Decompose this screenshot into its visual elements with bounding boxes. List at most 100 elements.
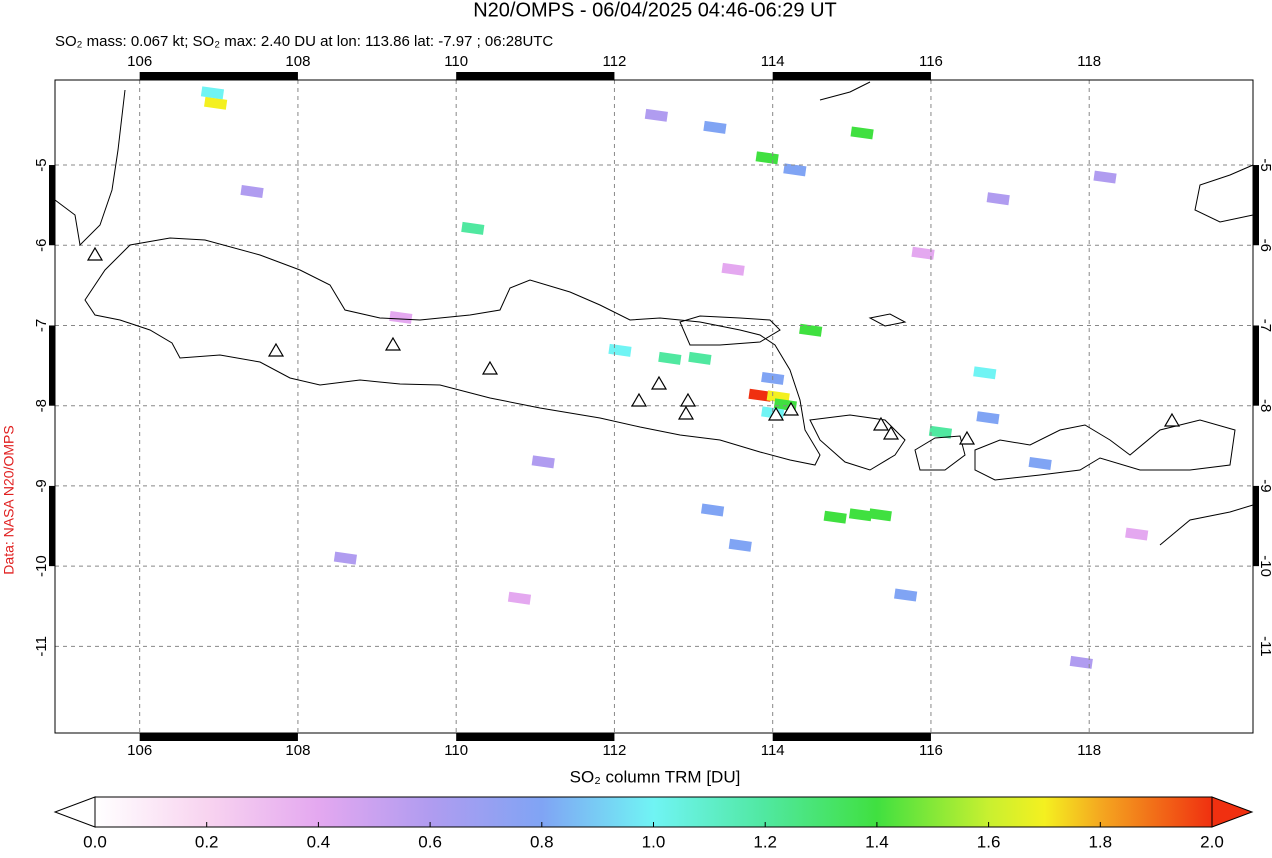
- volcano: [782, 401, 800, 416]
- volcano: [86, 246, 104, 261]
- coastline: [679, 315, 781, 346]
- so2-pixel: [848, 508, 873, 522]
- colorbar-tick-label: 1.6: [977, 832, 1001, 851]
- x-tick-label: 110: [444, 742, 468, 759]
- x-tick-label: 108: [285, 53, 310, 70]
- frame-segment: [139, 72, 298, 80]
- so2-pixel: [1093, 170, 1117, 184]
- volcano: [384, 336, 402, 351]
- colorbar-tick-label: 2.0: [1200, 832, 1224, 851]
- colorbar-extend-low: [53, 796, 96, 828]
- volcanoes: [86, 246, 1181, 445]
- y-tick-label: -10: [1257, 555, 1272, 577]
- colorbar: 0.0 0.2 0.4 0.6 0.8 1.0 1.2 1.4 1.6 1.8 2.0: [53, 796, 1254, 851]
- volcano: [677, 405, 695, 420]
- title: N20/OMPS - 06/04/2025 04:46-06:29 UT: [473, 0, 837, 21]
- x-tick-label: 114: [761, 742, 785, 759]
- frame-segment: [49, 165, 55, 246]
- colorbar-tick-label: 1.0: [642, 832, 666, 851]
- y-tick-label: -11: [1257, 636, 1272, 657]
- so2-pixel: [799, 323, 823, 337]
- so2-pixel: [333, 551, 357, 565]
- coastline: [1194, 164, 1254, 223]
- coastline: [868, 313, 907, 327]
- volcano: [767, 406, 785, 421]
- x-tick-label: 108: [285, 742, 310, 759]
- y-tick-label: -6: [1257, 239, 1272, 252]
- so2-pixel: [200, 86, 225, 100]
- y-tick-label: -5: [33, 158, 50, 171]
- so2-pixel: [850, 126, 874, 140]
- volcano: [481, 360, 499, 375]
- colorbar-tick-label: 0.6: [418, 832, 442, 851]
- y-tick-label: -9: [1257, 479, 1272, 492]
- so2-pixel: [703, 120, 727, 134]
- coastline: [914, 435, 966, 471]
- colorbar-tick-label: 0.2: [195, 832, 219, 851]
- volcano: [1163, 412, 1181, 427]
- coastline: [54, 89, 126, 247]
- so2-pixel: [928, 425, 953, 439]
- y-tick-label: -10: [33, 555, 50, 577]
- map-area: [55, 80, 1253, 733]
- so2-pixel: [986, 192, 1010, 206]
- x-tick-label: 106: [127, 742, 152, 759]
- x-tick-label: 114: [761, 53, 785, 70]
- so2-pixel: [531, 455, 555, 469]
- frame-segment: [49, 325, 55, 406]
- colorbar-tick-label: 1.2: [753, 832, 777, 851]
- volcano: [630, 392, 648, 407]
- y-tick-label: -8: [1257, 399, 1272, 412]
- x-tick-label: 112: [602, 742, 626, 759]
- so2-pixel: [658, 351, 682, 365]
- volcano: [650, 375, 668, 390]
- coastline: [1159, 504, 1254, 546]
- frame-segment: [456, 733, 615, 741]
- so2-pixel: [911, 246, 935, 260]
- y-tick-label: -9: [33, 479, 50, 492]
- y-tick-label: -5: [1257, 158, 1272, 171]
- frame-segment: [1253, 325, 1259, 406]
- y-tick-label: -8: [33, 399, 50, 412]
- colorbar-tick-label: 1.8: [1088, 832, 1112, 851]
- colorbar-label: SO₂ column TRM [DU]: [570, 767, 741, 786]
- y-tick-label: -7: [1257, 319, 1272, 332]
- so2-pixel: [700, 503, 725, 517]
- colorbar-tick-label: 0.4: [307, 832, 331, 851]
- volcano: [679, 392, 697, 407]
- so2-pixel: [1028, 456, 1052, 470]
- frame-segment: [1253, 165, 1259, 246]
- volcano: [958, 430, 976, 445]
- frame-segment: [456, 72, 615, 80]
- x-tick-label: 116: [919, 742, 943, 759]
- volcano: [872, 416, 890, 431]
- volcano: [882, 425, 900, 440]
- colorbar-extend-high: [1211, 796, 1254, 828]
- credit: Data: NASA N20/OMPS: [1, 425, 17, 574]
- so2-pixel: [783, 163, 807, 177]
- so2-pixel: [823, 510, 847, 524]
- x-tick-label: 112: [602, 53, 626, 70]
- frame-segment: [772, 733, 931, 741]
- frame-segment: [772, 72, 931, 80]
- x-tick-label: 118: [1077, 53, 1101, 70]
- y-tick-label: -6: [33, 239, 50, 252]
- x-tick-label: 116: [919, 53, 943, 70]
- y-tick-label: -11: [33, 636, 50, 657]
- map-frame: [49, 72, 1259, 741]
- coastline: [819, 81, 871, 101]
- so2-pixel: [644, 108, 668, 122]
- coastline: [84, 237, 821, 466]
- y-tick-label: -7: [33, 319, 50, 332]
- x-tick-label: 110: [444, 53, 468, 70]
- so2-pixel: [240, 185, 264, 198]
- so2-pixel: [868, 508, 892, 522]
- coastline: [809, 414, 906, 471]
- frame-border: [54, 79, 1254, 734]
- so2-pixel: [894, 588, 918, 602]
- so2-pixel: [204, 96, 228, 110]
- x-tick-label: 106: [127, 53, 152, 70]
- frame-segment: [139, 733, 298, 741]
- colorbar-tick-label: 0.8: [530, 832, 554, 851]
